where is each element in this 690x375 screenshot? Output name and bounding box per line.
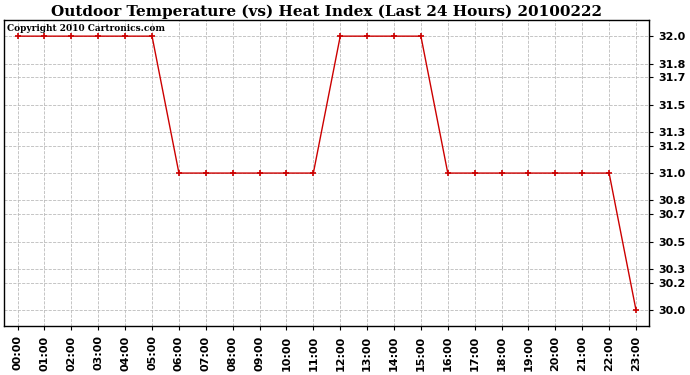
Title: Outdoor Temperature (vs) Heat Index (Last 24 Hours) 20100222: Outdoor Temperature (vs) Heat Index (Las…: [51, 4, 602, 18]
Text: Copyright 2010 Cartronics.com: Copyright 2010 Cartronics.com: [8, 24, 166, 33]
